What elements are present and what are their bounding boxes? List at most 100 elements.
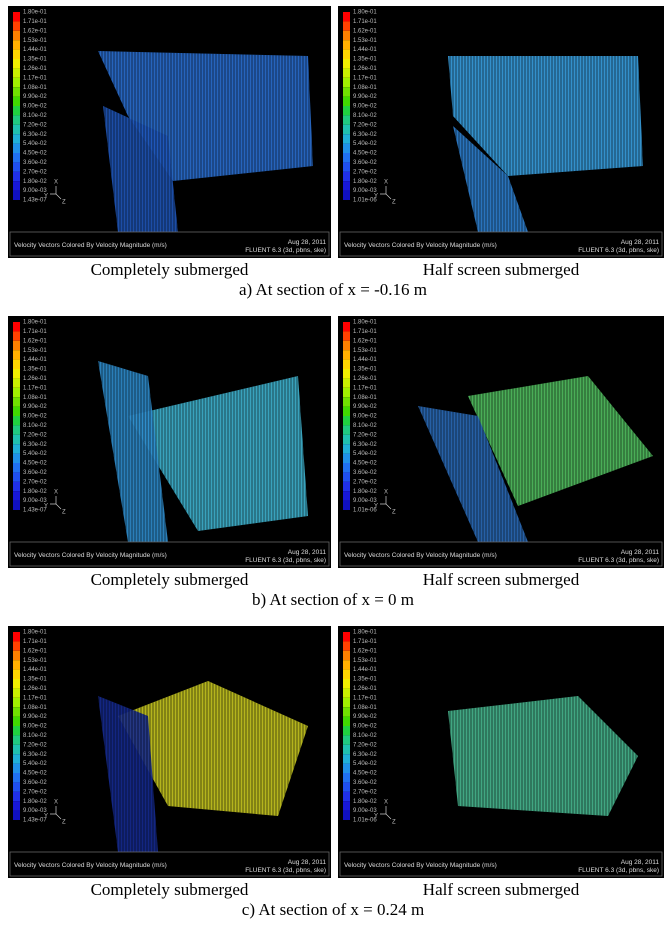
colorbar-label: 3.60e-02: [23, 780, 47, 786]
colorbar-band: [343, 453, 350, 463]
colorbar-label: 1.35e-01: [23, 57, 47, 63]
colorbar-band: [13, 77, 20, 88]
footer-title: Velocity Vectors Colored By Velocity Mag…: [14, 862, 167, 869]
row-caption: a) At section of x = -0.16 m: [239, 280, 427, 299]
colorbar-band: [13, 697, 20, 708]
colorbar-label: 1.08e-01: [353, 705, 377, 711]
colorbar-label: 1.35e-01: [353, 367, 377, 373]
colorbar-band: [343, 134, 350, 144]
colorbar-band: [343, 68, 350, 78]
colorbar-band: [13, 763, 20, 773]
colorbar-band: [13, 322, 20, 332]
footer-solver: FLUENT 6.3 (3d, pbns, ske): [578, 867, 659, 874]
footer-solver: FLUENT 6.3 (3d, pbns, ske): [245, 867, 326, 874]
colorbar-label: 9.00e-03: [353, 498, 377, 504]
colorbar-label: 1.71e-01: [353, 639, 377, 645]
colorbar-band: [343, 650, 350, 661]
axis-label: X: [54, 800, 58, 806]
colorbar-band: [343, 791, 350, 802]
footer-date: Aug 28, 2011: [621, 549, 660, 556]
colorbar-label: 1.44e-01: [23, 47, 47, 53]
colorbar-band: [343, 369, 350, 379]
colorbar-label: 9.00e-03: [23, 808, 47, 814]
footer-title: Velocity Vectors Colored By Velocity Mag…: [14, 552, 167, 559]
colorbar-band: [13, 453, 20, 463]
colorbar-label: 1.26e-01: [23, 66, 47, 72]
screenshot-panel: 1.80e-01 1.71e-01 1.62e-01 1.53e-01 1.44e-01…: [338, 316, 664, 568]
colorbar-label: 1.80e-02: [23, 179, 47, 185]
colorbar-label: 8.10e-02: [23, 733, 47, 739]
colorbar-band: [13, 660, 20, 670]
axis-label: Z: [392, 510, 396, 516]
colorbar-label: 8.10e-02: [353, 733, 377, 739]
vector-texture: [98, 696, 158, 852]
colorbar-band: [13, 59, 20, 69]
colorbar-band: [13, 416, 20, 426]
colorbar-band: [13, 49, 20, 59]
colorbar-band: [343, 322, 350, 332]
colorbar-label: 6.30e-02: [23, 442, 47, 448]
colorbar-label: 5.40e-02: [353, 761, 377, 767]
colorbar-label: 1.35e-01: [23, 677, 47, 683]
colorbar-band: [13, 773, 20, 783]
colorbar-label: 1.44e-01: [353, 667, 377, 673]
footer-solver: FLUENT 6.3 (3d, pbns, ske): [578, 247, 659, 254]
colorbar-label: 9.90e-02: [353, 714, 377, 720]
colorbar-min-label: 1.01e-06: [353, 508, 377, 514]
colorbar-band: [13, 716, 20, 726]
axis-triad: [50, 496, 62, 510]
colorbar-band: [343, 632, 350, 642]
colorbar-band: [13, 726, 20, 736]
colorbar-band: [13, 350, 20, 360]
colorbar-band: [13, 359, 20, 369]
colorbar-label: 5.40e-02: [23, 141, 47, 147]
colorbar-label: 1.62e-01: [23, 28, 47, 34]
colorbar-label: 1.80e-02: [23, 799, 47, 805]
colorbar-band: [13, 744, 20, 755]
footer-frame: [9, 231, 330, 257]
colorbar-band: [343, 500, 350, 510]
colorbar-label: 1.80e-02: [353, 489, 377, 495]
axis-label: Y: [374, 504, 378, 510]
colorbar-band: [13, 12, 20, 22]
colorbar-label: 1.53e-01: [23, 658, 47, 664]
axis-label: Y: [44, 504, 48, 510]
colorbar-label: 7.20e-02: [23, 122, 47, 128]
colorbar-band: [343, 660, 350, 670]
colorbar-band: [13, 171, 20, 182]
colorbar-band: [13, 641, 20, 651]
axis-label: X: [384, 490, 388, 496]
colorbar-label: 5.40e-02: [23, 761, 47, 767]
axis-triad: [380, 496, 392, 510]
colorbar-label: 1.08e-01: [23, 85, 47, 91]
colorbar-label: 1.08e-01: [23, 705, 47, 711]
colorbar-band: [343, 397, 350, 407]
colorbar-band: [13, 754, 20, 764]
colorbar-label: 2.70e-02: [353, 479, 377, 485]
colorbar-label: 1.80e-01: [353, 320, 377, 326]
colorbar-band: [13, 40, 20, 50]
colorbar-band: [13, 21, 20, 31]
panel-caption: Completely submerged: [91, 260, 249, 279]
screenshot-panel: 1.80e-01 1.71e-01 1.62e-01 1.53e-01 1.44e-01…: [338, 6, 664, 258]
colorbar-band: [343, 21, 350, 31]
colorbar-band: [13, 106, 20, 116]
colorbar-band: [13, 444, 20, 454]
colorbar-label: 8.10e-02: [353, 423, 377, 429]
colorbar-label: 4.50e-02: [23, 461, 47, 467]
colorbar-band: [343, 77, 350, 88]
colorbar-band: [13, 472, 20, 482]
vector-texture: [118, 681, 308, 816]
colorbar-label: 1.08e-01: [353, 395, 377, 401]
colorbar-label: 7.20e-02: [353, 122, 377, 128]
colorbar-band: [343, 472, 350, 482]
colorbar-band: [13, 340, 20, 351]
vector-texture: [448, 696, 638, 816]
colorbar-label: 4.50e-02: [23, 771, 47, 777]
colorbar-label: 2.70e-02: [23, 479, 47, 485]
colorbar-label: 9.90e-02: [23, 714, 47, 720]
colorbar-label: 1.35e-01: [353, 57, 377, 63]
panel-caption: Completely submerged: [91, 570, 249, 589]
colorbar-label: 1.62e-01: [23, 338, 47, 344]
colorbar-label: 9.00e-02: [353, 414, 377, 420]
